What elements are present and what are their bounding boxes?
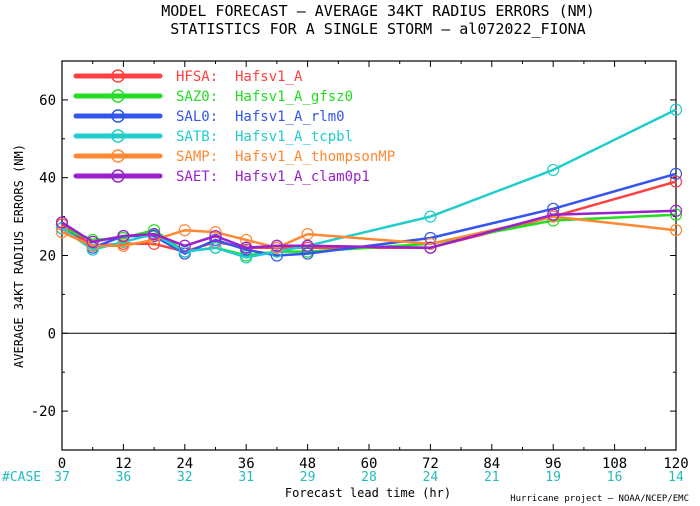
data-point — [178, 224, 191, 237]
data-point — [148, 228, 161, 241]
case-count: 36 — [116, 470, 132, 485]
case-count: 29 — [300, 470, 316, 485]
y-tick-label: 40 — [39, 171, 56, 187]
data-point — [669, 175, 683, 188]
data-point — [55, 226, 69, 239]
data-point — [547, 208, 560, 221]
legend-label: SAL0: Hafsv1_A_rlm0 — [176, 109, 345, 125]
case-count: 37 — [54, 470, 70, 485]
data-point — [178, 239, 191, 252]
y-tick-label: 0 — [48, 326, 56, 342]
legend-marker — [111, 89, 125, 103]
data-point — [55, 216, 69, 229]
data-point — [148, 237, 161, 250]
data-point — [117, 229, 130, 243]
case-count: 14 — [668, 470, 684, 485]
data-point — [669, 167, 683, 180]
x-tick-label: 60 — [361, 456, 378, 472]
x-tick-label: 12 — [115, 456, 132, 472]
data-point — [424, 237, 437, 250]
data-point — [669, 208, 683, 221]
y-axis-label: AVERAGE 34KT RADIUS ERRORS (NM) — [12, 144, 26, 368]
legend-label: SAMP: Hafsv1_A_thompsonMP — [176, 149, 395, 165]
data-point — [669, 224, 683, 237]
data-point — [209, 233, 222, 247]
data-point — [240, 241, 253, 254]
data-point — [424, 241, 437, 254]
x-tick-label: 0 — [58, 456, 66, 472]
x-tick-label: 36 — [238, 456, 255, 472]
x-tick-label: 108 — [602, 456, 627, 472]
x-tick-label: 72 — [422, 456, 439, 472]
plot-frame — [61, 60, 677, 451]
data-point — [301, 228, 314, 241]
data-point — [209, 229, 222, 243]
legend-label: HFSA: Hafsv1_A — [176, 69, 303, 85]
y-tick-label: 20 — [39, 249, 56, 265]
x-tick-label: 96 — [545, 456, 562, 472]
data-point — [301, 247, 314, 260]
case-count: 19 — [545, 470, 561, 485]
case-count: 16 — [607, 470, 623, 485]
legend-marker — [111, 69, 125, 83]
data-point — [270, 249, 283, 262]
data-point — [301, 239, 314, 252]
x-tick-label: 24 — [176, 456, 193, 472]
data-point — [209, 241, 222, 254]
x-tick-label: 48 — [299, 456, 316, 472]
data-point — [669, 204, 683, 217]
case-count: 31 — [238, 470, 254, 485]
case-label: #CASE — [2, 470, 41, 485]
legend-marker — [111, 129, 125, 143]
legend-marker — [111, 169, 125, 183]
x-tick-label: 120 — [663, 456, 688, 472]
legend-label: SAET: Hafsv1_A_clam0p1 — [176, 169, 370, 185]
case-count: 24 — [423, 470, 439, 485]
case-count: 21 — [484, 470, 500, 485]
data-point — [240, 233, 253, 247]
case-count: 32 — [177, 470, 193, 485]
plot-area: -200204060037123624323631482960287224842… — [31, 60, 689, 485]
y-tick-label: 60 — [39, 93, 56, 109]
data-point — [86, 243, 99, 256]
chart-subtitle: STATISTICS FOR A SINGLE STORM – al072022… — [170, 20, 585, 38]
data-point — [209, 226, 222, 239]
legend-marker — [111, 109, 125, 123]
data-point — [547, 163, 560, 177]
data-point — [270, 239, 283, 252]
x-tick-label: 84 — [483, 456, 500, 472]
legend-label: SATB: Hafsv1_A_tcpbl — [176, 129, 353, 145]
data-point — [424, 210, 437, 223]
data-point — [86, 239, 99, 252]
x-axis-label: Forecast lead time (hr) — [285, 486, 451, 500]
data-point — [86, 235, 99, 248]
case-count: 28 — [361, 470, 377, 485]
data-point — [669, 103, 683, 116]
credit-text: Hurricane project – NOAA/NCEP/EMC — [510, 494, 689, 504]
legend-label: SAZ0: Hafsv1_A_gfsz0 — [176, 89, 353, 105]
chart-title: MODEL FORECAST – AVERAGE 34KT RADIUS ERR… — [161, 2, 594, 20]
data-point — [117, 239, 130, 252]
legend-marker — [111, 149, 125, 163]
data-point — [240, 251, 253, 264]
y-tick-label: -20 — [31, 404, 56, 420]
